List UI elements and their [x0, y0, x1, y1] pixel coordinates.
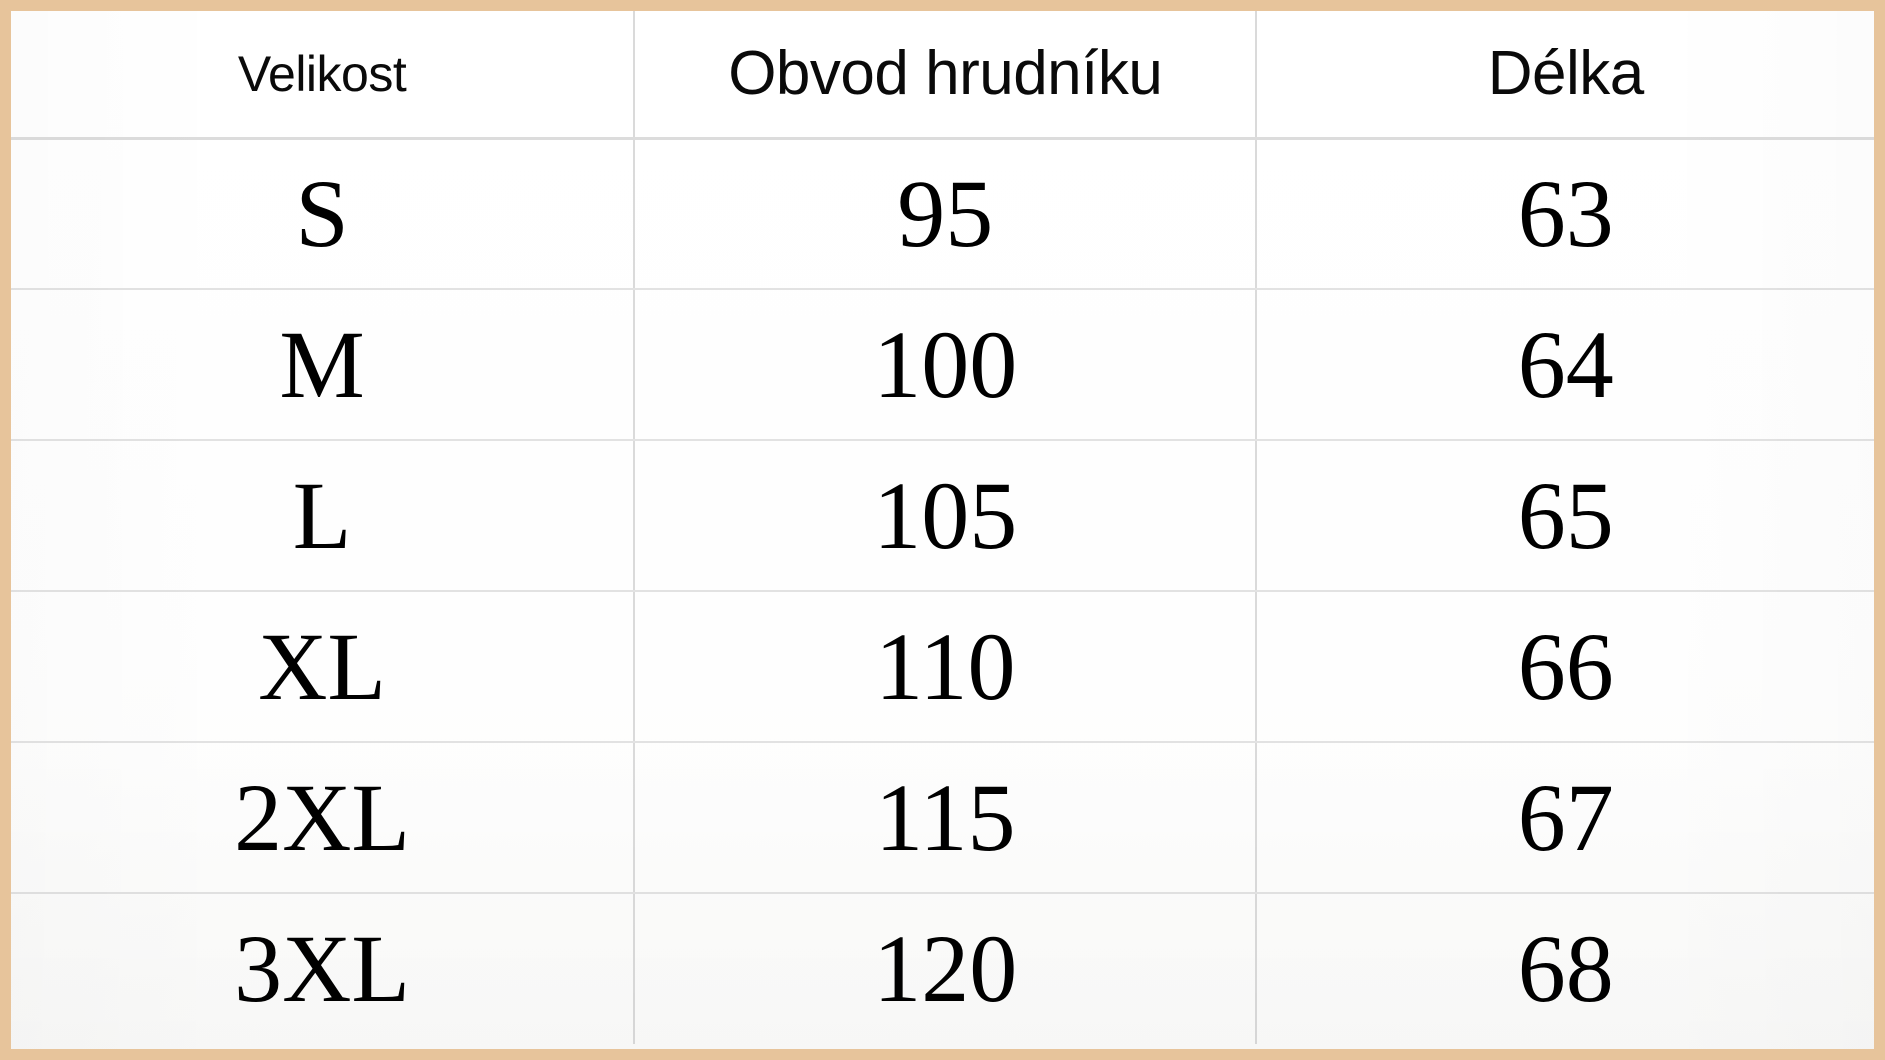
table-row: 2XL 115 67 [11, 742, 1874, 894]
cell-length: 63 [1255, 138, 1874, 290]
table-header: Velikost Obvod hrudníku Délka [11, 11, 1874, 140]
size-table: Velikost Obvod hrudníku Délka S 95 63 M … [11, 11, 1874, 1044]
table-header-row: Velikost Obvod hrudníku Délka [11, 11, 1874, 140]
cell-chest: 100 [633, 289, 1257, 441]
table-row: S 95 63 [11, 138, 1874, 290]
table-row: 3XL 120 68 [11, 893, 1874, 1044]
table-row: M 100 64 [11, 289, 1874, 441]
cell-chest: 110 [633, 591, 1257, 743]
cell-size: 3XL [234, 915, 411, 1022]
column-header-size: Velikost [11, 11, 635, 140]
cell-chest: 115 [633, 742, 1257, 894]
cell-chest: 105 [633, 440, 1257, 592]
cell-chest: 95 [633, 138, 1257, 290]
cell-size: M [11, 289, 635, 441]
table-body: S 95 63 M 100 64 L 105 65 XL 110 [11, 138, 1874, 1044]
column-header-chest: Obvod hrudníku [633, 11, 1257, 140]
cell-size: 2XL [11, 742, 635, 894]
cell-size: L [11, 440, 635, 592]
cell-length: 66 [1255, 591, 1874, 743]
cell-chest: 120 [633, 893, 1257, 1044]
column-header-length: Délka [1255, 11, 1874, 140]
cell-size: S [11, 138, 635, 290]
cell-length: 64 [1255, 289, 1874, 441]
cell-length: 67 [1255, 742, 1874, 894]
table-row: L 105 65 [11, 440, 1874, 592]
size-table-container: Velikost Obvod hrudníku Délka S 95 63 M … [11, 11, 1874, 1049]
cell-length: 65 [1255, 440, 1874, 592]
cell-length: 68 [1255, 893, 1874, 1044]
table-row: XL 110 66 [11, 591, 1874, 743]
cell-size: XL [11, 591, 635, 743]
